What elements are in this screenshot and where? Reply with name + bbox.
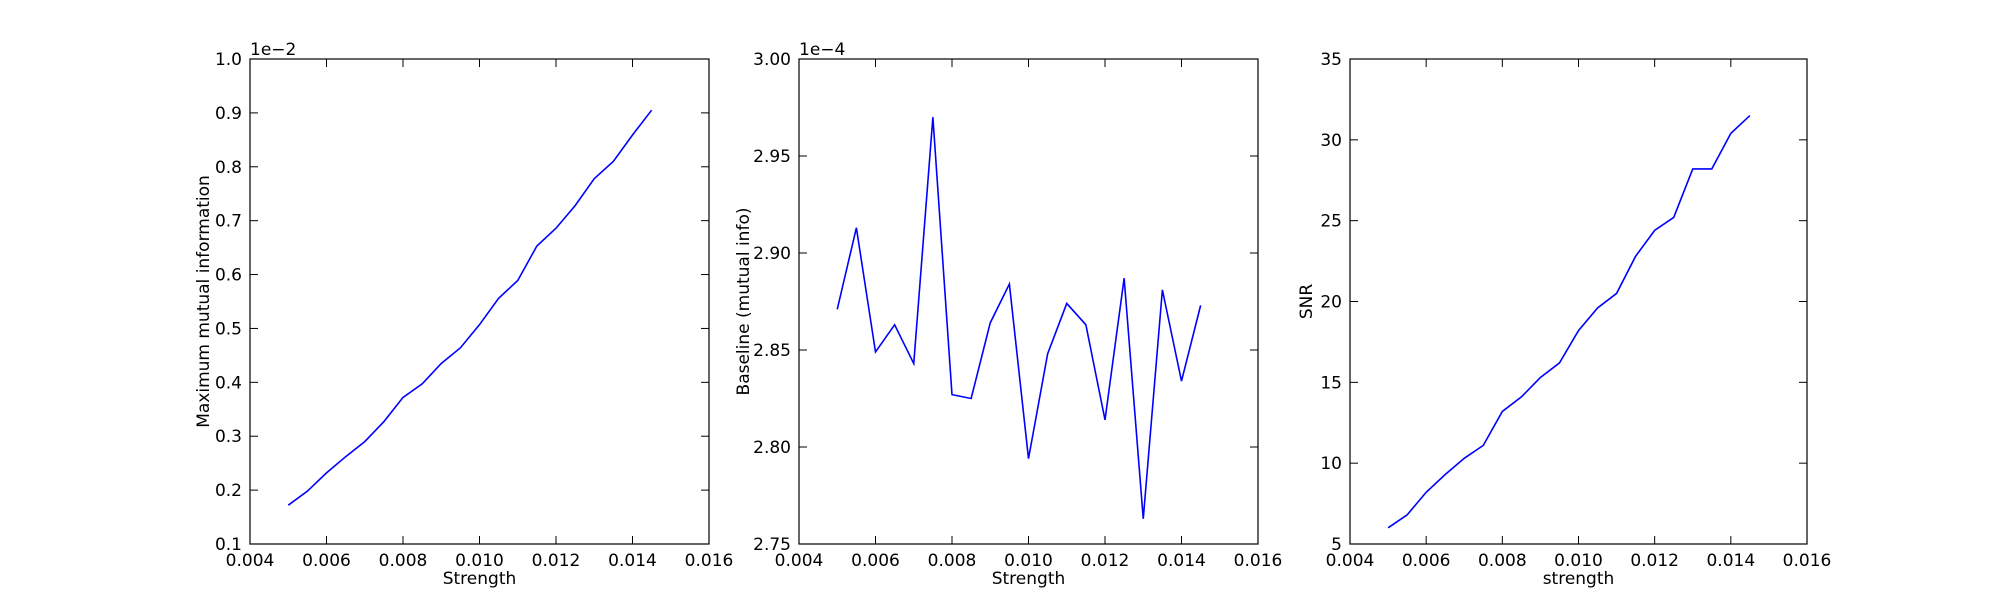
x-axis-label: Strength <box>992 569 1066 589</box>
y-axis-label: Maximum mutual information <box>194 175 214 428</box>
series-line-0 <box>287 109 653 506</box>
y-offset-label: 1e−4 <box>799 40 845 60</box>
y-tick-label: 0.1 <box>215 535 242 555</box>
y-offset-label: 1e−2 <box>250 40 296 60</box>
x-tick-label: 0.004 <box>226 551 275 571</box>
x-tick-label: 0.014 <box>1157 551 1206 571</box>
panel-baseline-mutual-info: 1e−4 Strength Baseline (mutual info) 0.0… <box>734 40 1282 589</box>
panel-max-mutual-information: 1e−2 Strength Maximum mutual information… <box>194 40 733 589</box>
y-tick-label: 2.85 <box>753 341 791 361</box>
y-tick-label: 0.9 <box>215 104 242 124</box>
y-tick-label: 25 <box>1320 212 1342 232</box>
y-tick-label: 0.7 <box>215 212 242 232</box>
x-tick-label: 0.010 <box>1554 551 1603 571</box>
x-tick-label: 0.008 <box>379 551 428 571</box>
axes-frame <box>1349 58 1808 545</box>
y-tick-label: 5 <box>1331 535 1342 555</box>
x-tick-label: 0.004 <box>1326 551 1375 571</box>
x-tick-label: 0.016 <box>1234 551 1283 571</box>
y-tick-label: 0.2 <box>215 481 242 501</box>
x-tick-label: 0.014 <box>608 551 657 571</box>
x-tick-label: 0.016 <box>1783 551 1832 571</box>
y-tick-label: 15 <box>1320 373 1342 393</box>
x-tick-label: 0.008 <box>928 551 977 571</box>
y-tick-label: 0.3 <box>215 427 242 447</box>
axes-frame <box>798 58 1259 545</box>
x-tick-label: 0.012 <box>532 551 581 571</box>
y-tick-label: 0.6 <box>215 266 242 286</box>
y-tick-label: 0.4 <box>215 373 242 393</box>
y-axis-label: Baseline (mutual info) <box>734 208 754 396</box>
y-tick-label: 2.95 <box>753 147 791 167</box>
series-line-0 <box>1387 114 1751 529</box>
panel-snr: strength SNR 0.004 0.006 0.008 0.010 0.012 0.… <box>1297 50 1831 589</box>
y-tick-label: 10 <box>1320 454 1342 474</box>
y-tick-label: 35 <box>1320 50 1342 70</box>
x-tick-label: 0.004 <box>775 551 824 571</box>
x-axis-label: strength <box>1543 569 1615 589</box>
x-tick-label: 0.008 <box>1478 551 1527 571</box>
y-tick-label: 2.90 <box>753 244 791 264</box>
x-tick-label: 0.014 <box>1706 551 1755 571</box>
x-tick-label: 0.006 <box>851 551 900 571</box>
x-tick-label: 0.006 <box>302 551 351 571</box>
x-tick-label: 0.016 <box>685 551 734 571</box>
y-tick-label: 0.5 <box>215 319 242 339</box>
y-tick-label: 0.8 <box>215 158 242 178</box>
y-tick-label: 30 <box>1320 131 1342 151</box>
y-tick-label: 2.80 <box>753 438 791 458</box>
y-tick-label: 3.00 <box>753 50 791 70</box>
series-line-0 <box>836 117 1202 519</box>
x-tick-label: 0.010 <box>1004 551 1053 571</box>
x-tick-label: 0.012 <box>1081 551 1130 571</box>
y-tick-label: 1.0 <box>215 50 242 70</box>
x-axis-label: Strength <box>443 569 517 589</box>
x-tick-label: 0.010 <box>455 551 504 571</box>
y-tick-label: 2.75 <box>753 535 791 555</box>
y-tick-label: 20 <box>1320 293 1342 313</box>
axes-frame <box>249 58 710 545</box>
x-tick-label: 0.012 <box>1630 551 1679 571</box>
y-axis-label: SNR <box>1297 284 1317 320</box>
x-tick-label: 0.006 <box>1402 551 1451 571</box>
